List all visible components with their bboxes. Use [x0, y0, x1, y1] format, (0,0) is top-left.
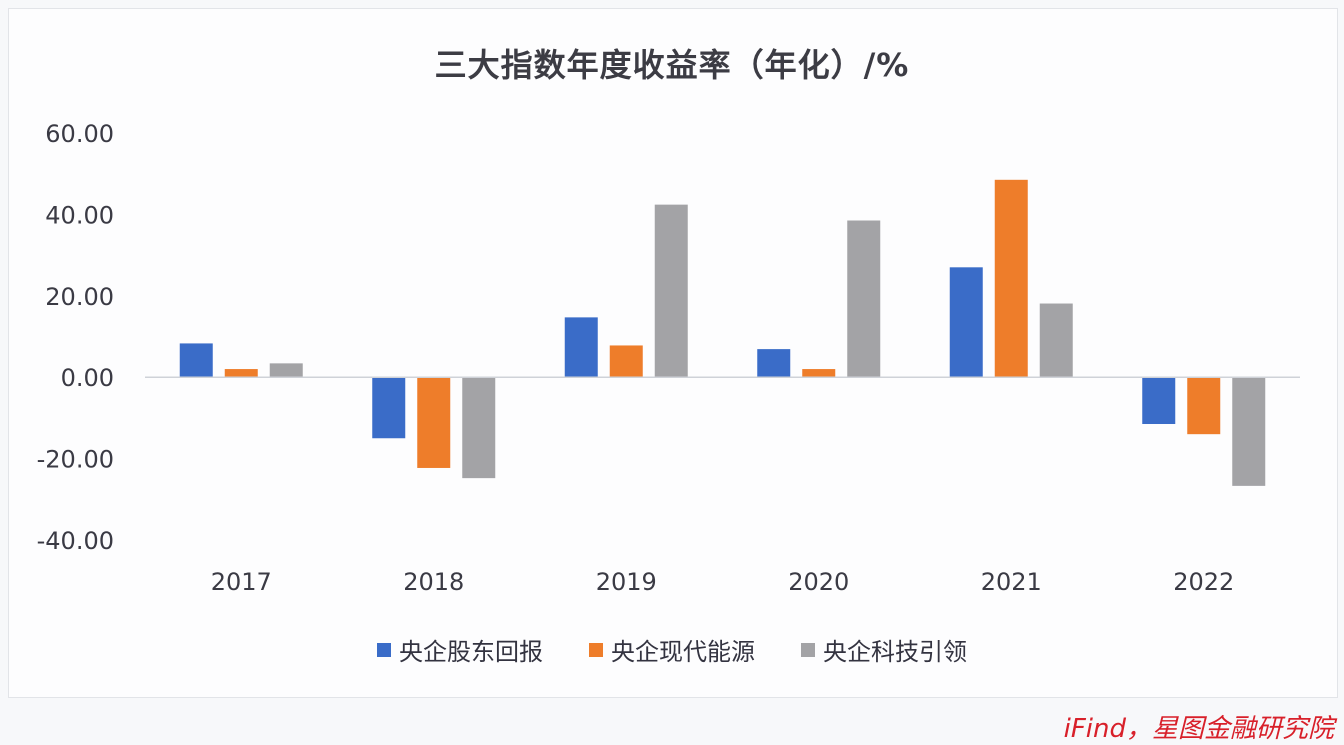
bar-2017-series-2	[269, 363, 303, 378]
legend-swatch-2	[801, 642, 815, 657]
y-tick-label: 0.00	[61, 364, 114, 392]
bar-2018-series-1	[417, 377, 451, 468]
bar-2020-series-2	[847, 220, 881, 378]
y-axis: 60.00 40.00 20.00 0.00 -20.00 -40.00	[37, 120, 114, 555]
x-tick-label: 2018	[403, 568, 464, 596]
x-tick-label: 2022	[1173, 568, 1234, 596]
x-tick-label: 2019	[596, 568, 657, 596]
x-axis: 2017 2018 2019 2020 2021 2022	[211, 568, 1235, 596]
bar-2019-series-2	[654, 204, 688, 378]
source-note: iFind，星图金融研究院	[1063, 714, 1334, 744]
bar-2017-series-1	[224, 369, 258, 378]
chart-title: 三大指数年度收益率（年化）/%	[434, 46, 910, 84]
y-tick-label: -40.00	[37, 527, 114, 555]
y-tick-label: -20.00	[37, 446, 114, 474]
legend-item: 央企股东回报	[377, 632, 543, 667]
legend-item: 央企现代能源	[589, 632, 755, 667]
bar-2020-series-1	[802, 369, 836, 378]
y-tick-label: 40.00	[45, 201, 114, 229]
legend-item: 央企科技引领	[801, 632, 967, 667]
bar-2021-series-0	[949, 267, 983, 378]
bar-2021-series-1	[994, 179, 1028, 378]
bar-2022-series-2	[1232, 377, 1266, 486]
legend-label: 央企现代能源	[611, 638, 755, 666]
bar-2017-series-0	[179, 343, 213, 378]
y-tick-label: 60.00	[45, 120, 114, 148]
bar-2022-series-1	[1187, 377, 1221, 435]
legend-label: 央企科技引领	[823, 638, 967, 666]
bars	[179, 179, 1266, 486]
legend-swatch-1	[589, 642, 603, 657]
bar-2019-series-0	[564, 317, 598, 378]
bar-2020-series-0	[757, 349, 791, 378]
y-tick-label: 20.00	[45, 283, 114, 311]
x-tick-label: 2021	[981, 568, 1042, 596]
bar-2018-series-2	[462, 377, 496, 479]
legend-swatch-0	[377, 642, 391, 657]
bar-2018-series-0	[372, 377, 406, 439]
bar-2021-series-2	[1039, 303, 1073, 378]
legend: 央企股东回报 央企现代能源 央企科技引领	[0, 632, 1344, 667]
bar-2019-series-1	[609, 345, 643, 378]
legend-label: 央企股东回报	[399, 638, 543, 666]
bar-2022-series-0	[1142, 377, 1176, 425]
x-tick-label: 2020	[788, 568, 849, 596]
x-tick-label: 2017	[211, 568, 272, 596]
